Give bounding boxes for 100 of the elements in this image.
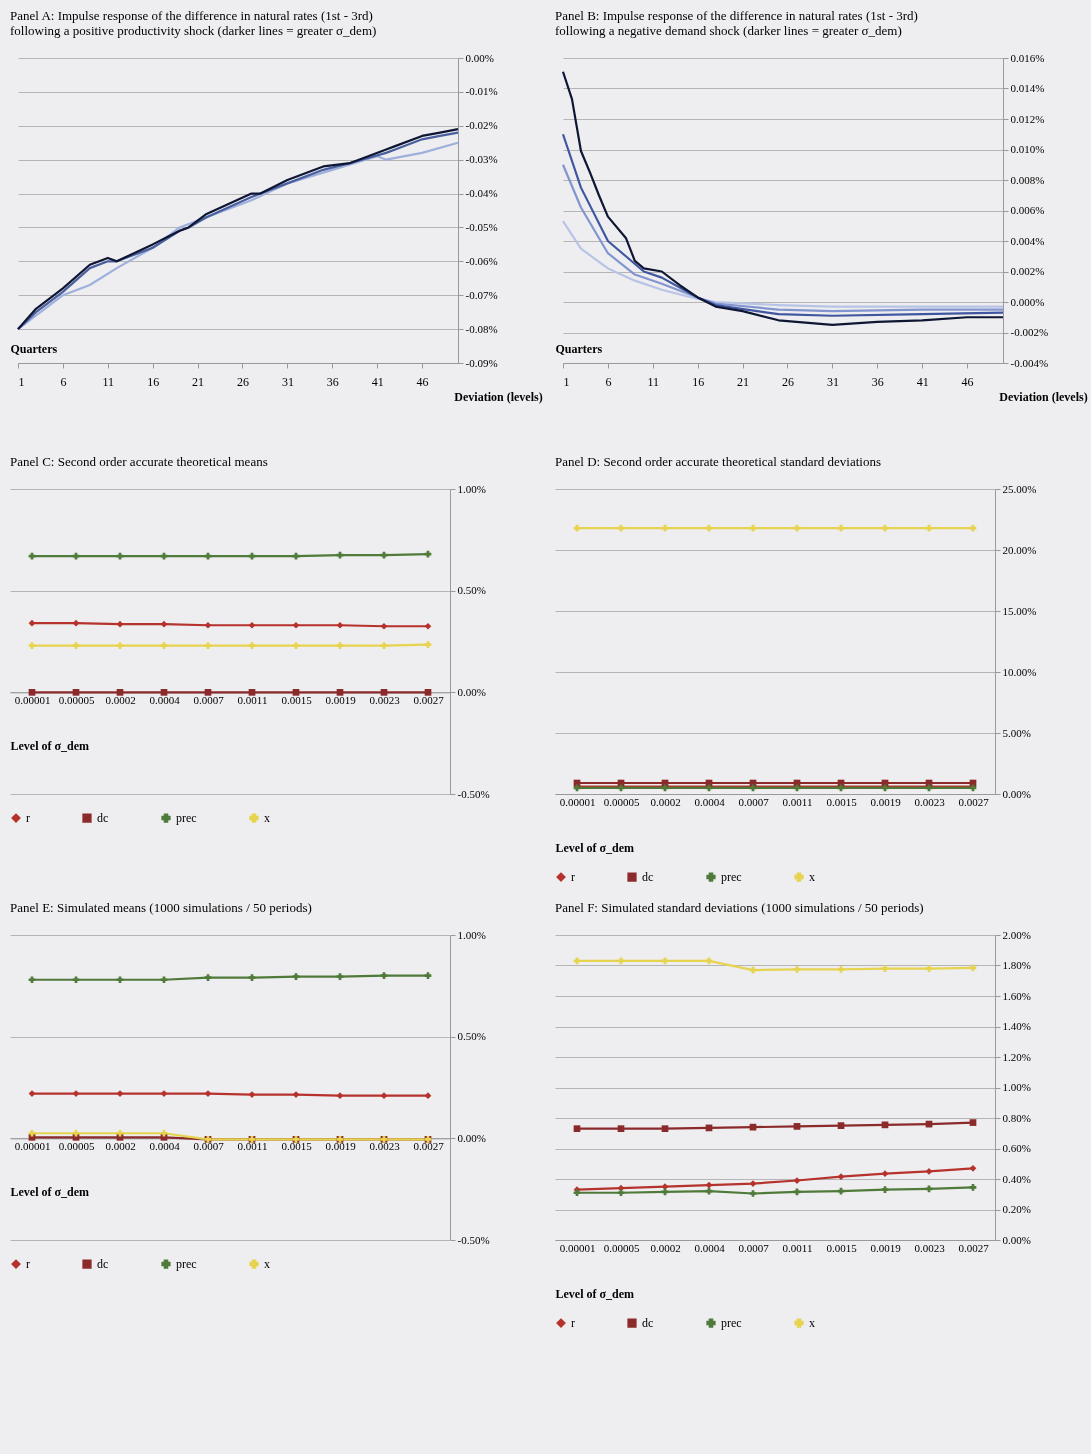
x-tick-label: 6: [605, 374, 612, 389]
x-tick-label: 26: [236, 374, 249, 389]
y-tick-label: 0.50%: [457, 584, 486, 597]
legend-label: x: [809, 870, 815, 885]
x-tick-label: 0.0007: [193, 1139, 225, 1152]
x-tick-label: 46: [961, 374, 974, 389]
x-tick-label: 0.00005: [58, 1139, 95, 1152]
chart-title: Panel A: Impulse response of the difference in natural rates (1st - 3rd) following a positive productivity shock (darker lines = greater σ_dem): [10, 8, 377, 38]
legend-label: r: [26, 1257, 30, 1272]
x-tick-label: 0.00001: [559, 795, 596, 808]
x-tick-label: 11: [647, 374, 660, 389]
legend-label: dc: [642, 870, 654, 885]
x-tick-label: 0.0002: [650, 795, 681, 808]
x-tick-label: 41: [916, 374, 929, 389]
y-tick-label: 0.00%: [465, 51, 494, 64]
x-tick-label: 36: [326, 374, 339, 389]
y-tick-label: 0.004%: [1010, 234, 1045, 247]
y-tick-label: 1.20%: [1002, 1050, 1031, 1063]
x-axis-title: Quarters: [10, 341, 58, 356]
x-tick-label: 0.0011: [237, 693, 268, 706]
x-tick-label: 41: [371, 374, 384, 389]
y-tick-label: -0.08%: [465, 322, 498, 335]
x-tick-label: 0.00005: [603, 795, 640, 808]
x-tick-label: 21: [192, 374, 205, 389]
y-tick-label: 0.00%: [457, 685, 486, 698]
legend-label: prec: [176, 1257, 197, 1272]
y-tick-label: -0.01%: [465, 85, 498, 98]
y-tick-label: 0.60%: [1002, 1142, 1031, 1154]
y-tick-label: 0.00%: [1002, 1233, 1031, 1246]
x-tick-label: 0.0019: [870, 1241, 902, 1254]
y-tick-label: 0.010%: [1010, 143, 1045, 155]
y-tick-label: -0.50%: [457, 1233, 490, 1246]
x-tick-label: 31: [281, 374, 294, 389]
legend-label: prec: [176, 811, 197, 826]
x-tick-label: 0.00005: [603, 1241, 640, 1254]
y-tick-label: 1.00%: [457, 928, 486, 941]
x-tick-label: 0.0015: [281, 693, 313, 706]
x-tick-label: 6: [60, 374, 67, 389]
y-tick-label: 1.80%: [1002, 959, 1031, 971]
x-tick-label: 26: [781, 374, 794, 389]
x-tick-label: 0.0023: [369, 1139, 401, 1152]
legend-label: x: [809, 1316, 815, 1331]
y-tick-label: 0.014%: [1010, 82, 1045, 94]
x-axis-title: Level of σ_dem: [555, 840, 635, 855]
x-tick-label: 0.0002: [650, 1241, 681, 1254]
x-tick-label: 21: [737, 374, 750, 389]
x-tick-label: 0.0019: [870, 795, 902, 808]
y-tick-label: 0.20%: [1002, 1203, 1031, 1215]
x-tick-label: 0.0019: [325, 693, 357, 706]
chart-title: Panel F: Simulated standard deviations (1000 simulations / 50 periods): [555, 900, 924, 915]
y-tick-label: 10.00%: [1002, 665, 1037, 678]
x-tick-label: 1: [563, 374, 570, 389]
y-tick-label: 0.016%: [1010, 51, 1045, 64]
x-tick-label: 0.0002: [105, 693, 136, 706]
x-tick-label: 0.0011: [237, 1139, 268, 1152]
y-tick-label: 1.00%: [1002, 1081, 1031, 1093]
x-tick-label: 0.00001: [559, 1241, 596, 1254]
x-tick-label: 0.0027: [413, 1139, 445, 1152]
y-tick-label: 0.00%: [457, 1131, 486, 1144]
y-tick-label: 0.002%: [1010, 265, 1045, 277]
x-tick-label: 0.00001: [14, 693, 51, 706]
y-tick-label: 15.00%: [1002, 604, 1037, 617]
y-tick-label: -0.50%: [457, 787, 490, 800]
y-tick-label: 25.00%: [1002, 482, 1037, 495]
x-tick-label: 0.0004: [694, 1241, 726, 1254]
y-tick-label: 1.40%: [1002, 1020, 1031, 1032]
y-tick-label: -0.05%: [465, 220, 498, 233]
legend-label: r: [26, 811, 30, 826]
x-tick-label: 1: [18, 374, 25, 389]
y-tick-label: -0.002%: [1010, 326, 1049, 338]
x-tick-label: 0.00005: [58, 693, 95, 706]
x-tick-label: 0.0015: [826, 1241, 858, 1254]
y-tick-label: -0.004%: [1010, 356, 1049, 369]
x-tick-label: 0.00001: [14, 1139, 51, 1152]
legend-label: prec: [721, 1316, 742, 1331]
y-tick-label: -0.04%: [465, 187, 498, 200]
x-tick-label: 0.0027: [413, 693, 445, 706]
legend-label: dc: [97, 1257, 109, 1272]
y-tick-label: 2.00%: [1002, 928, 1031, 941]
x-tick-label: 0.0004: [694, 795, 726, 808]
x-tick-label: 0.0023: [369, 693, 401, 706]
legend-label: x: [264, 1257, 270, 1272]
x-tick-label: 0.0004: [149, 1139, 181, 1152]
x-tick-label: 0.0002: [105, 1139, 136, 1152]
x-tick-label: 0.0007: [738, 795, 770, 808]
x-tick-label: 16: [147, 374, 160, 389]
x-tick-label: 0.0027: [958, 1241, 990, 1254]
x-tick-label: 36: [871, 374, 884, 389]
legend-label: r: [571, 1316, 575, 1331]
y-axis-title: Deviation (levels): [454, 389, 543, 404]
x-tick-label: 11: [102, 374, 115, 389]
chart-title: Panel B: Impulse response of the difference in natural rates (1st - 3rd) following a negative demand shock (darker lines = greater σ_dem): [555, 8, 918, 38]
x-tick-label: 0.0011: [782, 795, 813, 808]
y-tick-label: -0.07%: [465, 288, 498, 301]
x-tick-label: 0.0007: [193, 693, 225, 706]
y-tick-label: -0.02%: [465, 119, 498, 132]
x-tick-label: 46: [416, 374, 429, 389]
y-tick-label: 0.006%: [1010, 204, 1045, 216]
x-axis-title: Quarters: [555, 341, 603, 356]
x-tick-label: 16: [692, 374, 705, 389]
